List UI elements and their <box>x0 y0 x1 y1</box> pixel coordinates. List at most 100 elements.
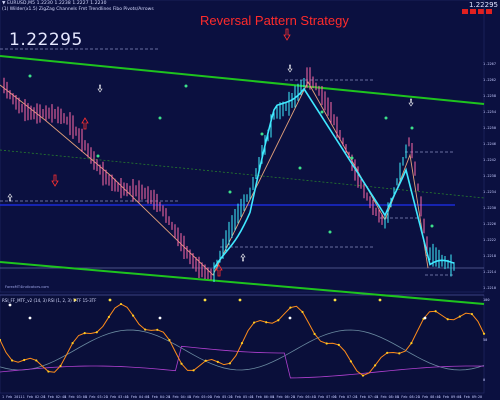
price-tick-label: 1.2238 <box>483 174 496 178</box>
indicator-signal-marker <box>333 298 337 302</box>
down-arrow-icon <box>283 28 291 41</box>
signal-dot <box>350 156 354 160</box>
price-tick-label: 1.2250 <box>483 126 496 130</box>
watermark: ForexMT4indicators.com <box>5 285 49 289</box>
price-tick-label: 1.2218 <box>483 254 496 258</box>
signal-dot <box>410 126 414 130</box>
price-tick-label: 1.2230 <box>483 206 496 210</box>
time-tick-label: 1 Feb 04:00 <box>126 395 150 399</box>
time-tick-label: 1 Feb 03:00 <box>64 395 87 399</box>
indicator-dot <box>410 342 413 345</box>
indicator-dot <box>289 306 292 309</box>
indicator-dot <box>71 341 74 345</box>
upper-channel-line <box>0 55 485 105</box>
price-tick-label: 1.2242 <box>483 158 496 162</box>
time-tick-label: 1 Feb 03:20 <box>85 395 108 399</box>
signal-light-3 <box>478 9 484 14</box>
signal-dot <box>228 190 232 194</box>
price-tick-label: 1.2246 <box>483 142 496 146</box>
price-tick-label: 1.2234 <box>483 190 496 194</box>
indicator-dot <box>277 319 280 322</box>
indicator-dot <box>361 374 365 377</box>
up-arrow-icon <box>81 117 89 130</box>
signal-dot <box>320 110 324 114</box>
time-tick-label: 1 Feb 05:40 <box>230 395 254 399</box>
indicator-dot <box>470 312 473 316</box>
time-tick-label: 1 Feb 07:40 <box>355 395 379 399</box>
indicator-dot <box>47 370 50 373</box>
time-tick-label: 1 Feb 08:20 <box>397 395 420 399</box>
indicator-dot <box>301 310 304 314</box>
indicator-dot <box>144 328 147 331</box>
zigzag-line <box>0 81 429 276</box>
time-tick-label: 1 Feb 05:00 <box>189 395 212 399</box>
current-price-box: 1.22295 <box>469 1 498 9</box>
down-arrow-icon <box>408 98 414 107</box>
indicator-dot <box>265 321 268 324</box>
indicator-dot <box>434 310 437 313</box>
signal-dot <box>430 224 434 228</box>
bid-price: 1.22295 <box>469 1 498 9</box>
indicator-tick-label: 0 <box>483 378 486 382</box>
price-tick-label: 1.2267 <box>483 62 496 66</box>
time-tick-label: 1 Feb 05:20 <box>210 395 233 399</box>
signal-dots-group <box>28 74 434 234</box>
price-tick-label: 1.2222 <box>483 238 496 242</box>
indicator-dot <box>23 358 26 362</box>
indicator-dot <box>168 338 171 342</box>
indicator-dot <box>132 314 135 317</box>
indicator-signal-marker <box>203 298 207 302</box>
signal-dot <box>158 116 162 120</box>
time-tick-label: 1 Feb 02:20 <box>22 395 46 399</box>
down-arrow-icon <box>287 64 293 73</box>
indicator-signal-marker <box>378 298 382 302</box>
time-tick-label: 1 Feb 04:40 <box>168 395 191 399</box>
signal-dot <box>260 132 264 136</box>
indicator-dot <box>228 362 231 365</box>
time-tick-label: 1 Feb 09:00 <box>438 395 462 399</box>
indicator-signal-marker <box>288 316 292 320</box>
indicator-dot <box>192 369 195 372</box>
time-tick-label: 1 Feb 04:20 <box>147 395 171 399</box>
indicator-info-line: (1) Wilder(x1.5) ZigZag Channels Fmt Tre… <box>2 7 154 12</box>
indicator-dot <box>216 360 219 363</box>
time-tick-label: 1 Feb 06:40 <box>293 395 316 399</box>
indicator-dot <box>35 359 38 362</box>
big-price-display: 1.22295 <box>9 30 83 50</box>
indicator-dot <box>156 328 159 331</box>
indicator-signal-marker <box>238 298 242 302</box>
down-arrow-icon <box>97 84 103 93</box>
indicator-tick-label: 100 <box>483 298 490 302</box>
indicator-dot <box>446 318 449 321</box>
indicator-dot <box>398 352 401 355</box>
indicator-dot <box>59 364 62 368</box>
price-tick-label: 1.2226 <box>483 222 496 226</box>
price-tick-label: 1.2262 <box>483 78 496 82</box>
time-tick-label: 1 Feb 08:00 <box>376 395 399 399</box>
chart-title: Reversal Pattern Strategy <box>200 13 349 28</box>
indicator-dot <box>313 332 316 336</box>
signal-dot <box>298 166 302 170</box>
indicator-dot <box>95 331 98 334</box>
signal-light-1 <box>462 9 468 14</box>
indicator-dot <box>0 338 2 342</box>
moving-average-line <box>213 87 455 269</box>
indicator-lines-group <box>0 298 486 379</box>
indicator-dot <box>107 315 110 319</box>
time-tick-label: 1 Feb 02:40 <box>43 395 67 399</box>
lower-channel-line <box>0 261 485 305</box>
main-panel-frame <box>0 0 485 293</box>
indicator-signal-marker <box>158 316 162 320</box>
time-tick-label: 1 Feb 06:00 <box>251 395 275 399</box>
indicator-dot <box>386 351 389 354</box>
signal-light-4 <box>486 9 492 14</box>
price-tick-label: 1.2210 <box>483 286 496 290</box>
indicator-dot <box>240 342 244 345</box>
indicator-signal-marker <box>8 303 12 307</box>
indicator-tick-label: 50 <box>483 338 488 342</box>
signal-dot <box>384 116 388 120</box>
indicator-line <box>0 329 485 371</box>
price-tick-label: 1.2258 <box>483 94 496 98</box>
